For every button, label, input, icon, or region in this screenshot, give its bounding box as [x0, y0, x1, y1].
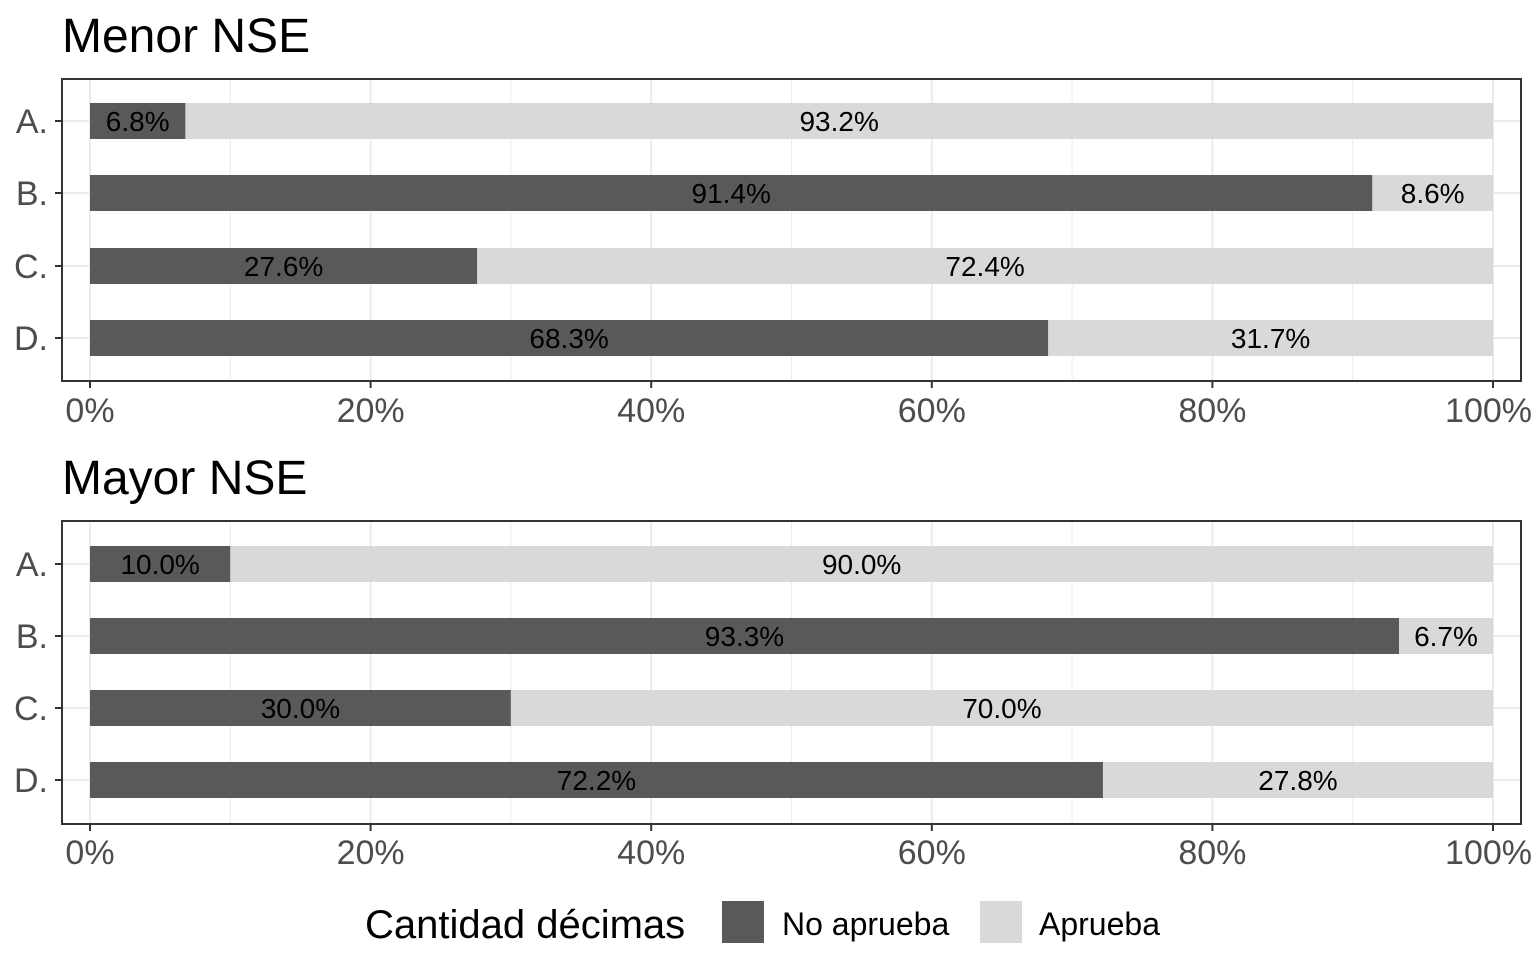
y-tick-label: D. [14, 320, 48, 358]
bar-aprueba [1398, 618, 1493, 654]
bar-aprueba [1048, 320, 1493, 356]
data-label: 72.2% [557, 765, 636, 796]
chart-title: Menor NSE [62, 10, 310, 63]
y-tick-label: D. [14, 762, 48, 800]
x-tick-label: 60% [898, 834, 966, 872]
chart-title: Mayor NSE [62, 452, 307, 505]
x-tick-label: 0% [65, 392, 114, 430]
bar-no-aprueba [90, 690, 511, 726]
legend-label-no-aprueba: No aprueba [782, 906, 949, 942]
bar-aprueba [230, 546, 1493, 582]
data-label: 8.6% [1401, 178, 1465, 209]
x-tick-label: 60% [898, 392, 966, 430]
data-label: 10.0% [120, 549, 199, 580]
x-tick-label: 0% [65, 834, 114, 872]
y-tick-label: C. [14, 690, 48, 728]
data-label: 70.0% [962, 693, 1041, 724]
panel-border [61, 520, 1522, 825]
x-tick-label: 80% [1178, 834, 1246, 872]
bar-no-aprueba [90, 175, 1373, 211]
data-label: 31.7% [1231, 323, 1310, 354]
y-tick-label: B. [16, 618, 48, 656]
bar-no-aprueba [90, 546, 231, 582]
data-label: 91.4% [691, 178, 770, 209]
data-label: 6.8% [106, 106, 170, 137]
data-label: 68.3% [529, 323, 608, 354]
y-tick-label: B. [16, 175, 48, 213]
x-tick-label: 40% [617, 834, 685, 872]
x-tick-label: 20% [337, 392, 405, 430]
y-tick-label: A. [16, 103, 48, 141]
data-label: 93.3% [705, 621, 784, 652]
data-label: 93.2% [799, 106, 878, 137]
bar-aprueba [477, 248, 1493, 284]
x-tick-label: 40% [617, 392, 685, 430]
x-tick-label: 80% [1178, 392, 1246, 430]
legend: Cantidad décimas No aprueba Aprueba [365, 901, 1160, 947]
data-label: 27.8% [1258, 765, 1337, 796]
bar-no-aprueba [90, 248, 478, 284]
data-label: 6.7% [1414, 621, 1478, 652]
bar-aprueba [510, 690, 1493, 726]
chart-panel: Menor NSE 6.8% 93.2% A. 91.4% 8.6% B. 27.6% 72.4… [14, 10, 1532, 430]
bar-no-aprueba [90, 762, 1103, 798]
legend-key-no-aprueba [722, 901, 764, 943]
legend-key-aprueba [980, 901, 1022, 943]
bar-no-aprueba [90, 618, 1399, 654]
data-label: 27.6% [244, 251, 323, 282]
bar-no-aprueba [90, 320, 1049, 356]
x-tick-label: 20% [337, 834, 405, 872]
chart-panel: Mayor NSE 10.0% 90.0% A. 93.3% 6.7% B. 30.0% 70.… [14, 452, 1532, 872]
data-label: 30.0% [261, 693, 340, 724]
legend-title: Cantidad décimas [365, 903, 685, 947]
y-tick-label: A. [16, 546, 48, 584]
legend-label-aprueba: Aprueba [1039, 906, 1160, 942]
y-tick-label: C. [14, 248, 48, 286]
bar-aprueba [1372, 175, 1493, 211]
bar-no-aprueba [90, 103, 186, 139]
data-label: 90.0% [822, 549, 901, 580]
x-tick-label: 100% [1445, 392, 1532, 430]
panel-border [61, 78, 1522, 382]
bar-aprueba [185, 103, 1493, 139]
x-tick-label: 100% [1445, 834, 1532, 872]
data-label: 72.4% [945, 251, 1024, 282]
bar-aprueba [1102, 762, 1493, 798]
